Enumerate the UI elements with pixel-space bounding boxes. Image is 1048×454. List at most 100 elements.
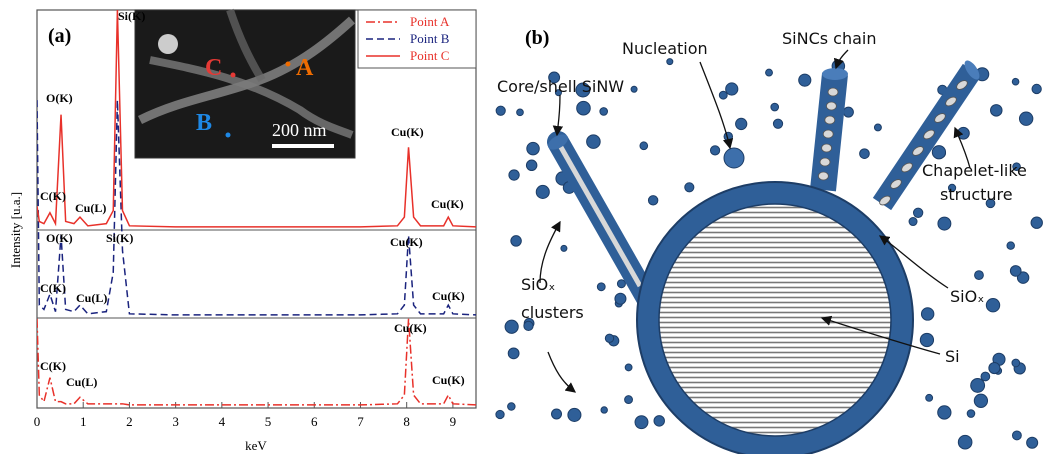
panel-label: (a) <box>48 25 71 47</box>
cluster-dot <box>1032 84 1041 93</box>
cluster-dot <box>1012 359 1020 367</box>
x-tick-label: 7 <box>357 414 364 429</box>
x-tick-label: 6 <box>311 414 318 429</box>
cluster-dot <box>773 119 782 128</box>
bead <box>826 102 836 110</box>
x-tick-label: 8 <box>403 414 410 429</box>
cluster-dot <box>605 334 613 342</box>
cluster-dot <box>975 271 984 280</box>
cluster-dot <box>600 108 608 116</box>
legend-label: Point B <box>410 31 450 46</box>
cluster-dot <box>860 149 870 159</box>
cluster-dot <box>617 280 625 288</box>
cluster-dot <box>527 142 539 154</box>
cluster-dot <box>601 407 607 413</box>
bead <box>820 158 830 166</box>
cluster-dot <box>625 364 632 371</box>
peak-label: C(K) <box>40 281 66 295</box>
cluster-dot <box>719 91 727 99</box>
cluster-dot <box>508 348 519 359</box>
inset-label: A <box>296 55 314 81</box>
peak-label: O(K) <box>46 91 73 105</box>
cluster-dot <box>1031 217 1042 228</box>
cluster-dot <box>625 396 633 404</box>
cluster-dot <box>938 217 951 230</box>
peak-label: Cu(L) <box>66 375 97 389</box>
panel-label: (b) <box>525 27 549 49</box>
cluster-dot <box>920 333 933 346</box>
cluster-dot <box>654 416 664 426</box>
cluster-dot <box>552 409 562 419</box>
bead <box>818 172 828 180</box>
figure: 0123456789keVIntensity [u.a.](a)Si(K)O(K… <box>0 0 1048 454</box>
diagram-label: Chapelet-like <box>922 161 1027 180</box>
cluster-dot <box>974 394 987 407</box>
y-axis-label: Intensity [u.a.] <box>8 192 23 268</box>
cluster-dot <box>577 101 591 115</box>
peak-label: Cu(L) <box>76 291 107 305</box>
cluster-dot <box>631 86 637 92</box>
cluster-dot <box>505 320 518 333</box>
x-tick-label: 4 <box>219 414 226 429</box>
cluster-dot <box>685 183 694 192</box>
cluster-dot <box>509 170 519 180</box>
peak-label: O(K) <box>46 231 73 245</box>
cluster-dot <box>913 208 922 217</box>
cluster-dot <box>667 59 673 65</box>
cluster-dot <box>1027 437 1038 448</box>
cluster-dot <box>597 283 605 291</box>
x-tick-label: 3 <box>172 414 179 429</box>
cluster-dot <box>967 410 975 418</box>
cluster-dot <box>1012 78 1019 85</box>
cluster-dot <box>981 372 990 381</box>
cluster-dot <box>909 218 917 226</box>
peak-label: Si(K) <box>106 231 133 245</box>
cluster-dot <box>989 363 1000 374</box>
cluster-dot <box>635 416 648 429</box>
peak-label: Cu(K) <box>431 197 464 211</box>
legend-label: Point C <box>410 48 449 63</box>
cluster-dot <box>1007 242 1014 249</box>
cluster-dot <box>587 135 601 149</box>
cluster-dot <box>648 196 657 205</box>
peak-label: Cu(K) <box>432 373 465 387</box>
cluster-dot <box>799 74 811 86</box>
cluster-dot <box>496 106 505 115</box>
x-tick-label: 0 <box>34 414 41 429</box>
cluster-dot <box>971 378 985 392</box>
inset-label: 200 nm <box>272 120 327 140</box>
cluster-dot <box>766 69 773 76</box>
cluster-dot <box>640 142 648 150</box>
bead <box>825 116 835 124</box>
x-tick-label: 5 <box>265 414 272 429</box>
cluster-dot <box>526 160 536 170</box>
x-tick-label: 1 <box>80 414 87 429</box>
x-axis-label: keV <box>245 438 267 453</box>
schematic <box>496 50 1043 454</box>
peak-label: Cu(K) <box>394 321 427 335</box>
diagram-label: SiOₓ <box>950 287 984 306</box>
cluster-dot <box>1010 266 1021 277</box>
cluster-dot <box>726 83 738 95</box>
peak-label: Cu(K) <box>432 289 465 303</box>
cluster-dot <box>938 406 951 419</box>
cluster-dot <box>874 124 881 131</box>
diagram-label: Nucleation <box>622 39 708 58</box>
cluster-dot <box>958 435 972 449</box>
diagram-label: Si <box>945 347 960 366</box>
cluster-dot <box>710 146 719 155</box>
legend-label: Point A <box>410 14 450 29</box>
cluster-dot <box>986 299 999 312</box>
cluster-dot <box>511 236 521 246</box>
cluster-dot <box>991 105 1003 117</box>
cluster-dot <box>843 107 853 117</box>
peak-label: Cu(L) <box>75 201 106 215</box>
bead <box>822 144 832 152</box>
cluster-dot <box>926 394 933 401</box>
cluster-dot <box>1012 431 1021 440</box>
diagram-label: SiOₓ <box>521 275 555 294</box>
peak-label: Si(K) <box>118 9 145 23</box>
cluster-dot <box>932 146 945 159</box>
bead <box>828 88 838 96</box>
inset-label: C <box>205 55 222 81</box>
